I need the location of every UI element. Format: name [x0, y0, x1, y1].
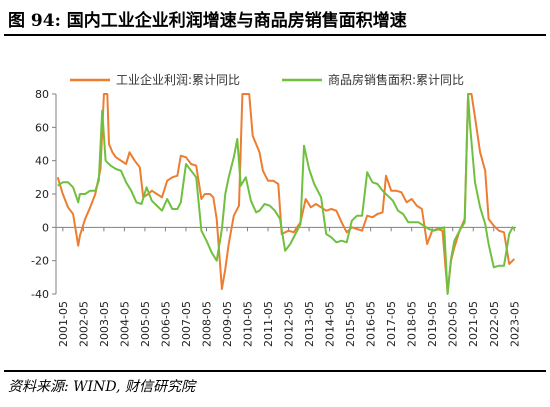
x-tick-label: 2015-05 [344, 301, 357, 347]
x-tick-label: 2018-05 [406, 301, 419, 347]
x-tick-label: 2003-05 [98, 301, 111, 347]
y-tick-label: -20 [31, 255, 49, 268]
x-tick-label: 2019-05 [426, 301, 439, 347]
title-rule [4, 34, 546, 36]
chart: 工业企业利润:累计同比 商品房销售面积:累计同比 -40 -20 0 20 40 60 80… [31, 72, 521, 347]
x-tick-label: 2022-05 [488, 301, 501, 347]
x-tick-label: 2011-05 [262, 301, 275, 347]
figure-title: 图 94: 国内工业企业利润增速与商品房销售面积增速 [8, 11, 407, 31]
x-tick-label: 2006-05 [159, 301, 172, 347]
y-tick-label: 20 [35, 188, 49, 201]
x-tick-label: 2002-05 [77, 301, 90, 347]
plot-area [56, 93, 516, 295]
series-line-profit [56, 93, 516, 294]
x-tick-label: 2017-05 [385, 301, 398, 347]
x-tick-label: 2023-05 [508, 301, 521, 347]
y-tick-label: 40 [35, 155, 49, 168]
y-tick-label: -40 [31, 288, 49, 301]
x-axis: 2001-05 2002-05 2003-05 2004-05 2005-05 2006-… [56, 226, 521, 347]
x-tick-label: 2001-05 [57, 301, 70, 347]
x-tick-label: 2004-05 [118, 301, 131, 347]
x-tick-label: 2013-05 [303, 301, 316, 347]
x-tick-label: 2005-05 [139, 301, 152, 347]
x-tick-label: 2012-05 [283, 301, 296, 347]
y-tick-label: 0 [42, 221, 49, 234]
x-tick-label: 2008-05 [200, 301, 213, 347]
y-axis: -40 -20 0 20 40 60 80 [31, 88, 57, 301]
x-tick-label: 2016-05 [365, 301, 378, 347]
x-tick-label: 2007-05 [180, 301, 193, 347]
x-tick-label: 2020-05 [447, 301, 460, 347]
x-tick-label: 2014-05 [324, 301, 337, 347]
legend-label-sales: 商品房销售面积:累计同比 [328, 72, 464, 87]
x-tick-label: 2009-05 [221, 301, 234, 347]
y-tick-label: 60 [35, 121, 49, 134]
legend: 工业企业利润:累计同比 商品房销售面积:累计同比 [70, 72, 464, 87]
source-note: 资料来源: WIND, 财信研究院 [8, 379, 195, 395]
source-rule [4, 370, 546, 372]
y-tick-label: 80 [35, 88, 49, 101]
series-line-sales [57, 93, 516, 295]
x-tick-label: 2010-05 [242, 301, 255, 347]
x-tick-label: 2021-05 [467, 301, 480, 347]
legend-label-profit: 工业企业利润:累计同比 [116, 72, 240, 87]
